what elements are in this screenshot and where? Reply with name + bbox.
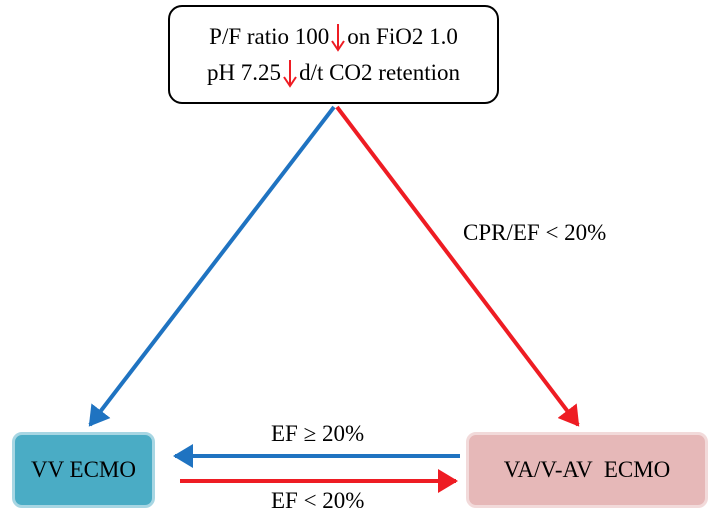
edge-label-ef-ge: EF ≥ 20% xyxy=(271,421,365,446)
vv-ecmo-box: VV ECMO xyxy=(12,432,155,508)
down-arrow-icon xyxy=(331,23,346,52)
criteria-co2-text: d/t CO2 retention xyxy=(299,59,461,85)
criteria-fio2-text: on FiO2 1.0 xyxy=(347,23,458,49)
down-arrow-icon xyxy=(283,59,297,88)
va-ecmo-label: VA/V-AV ECMO xyxy=(503,457,671,482)
arrow-to-va-ecmo xyxy=(335,105,580,427)
va-ecmo-box: VA/V-AV ECMO xyxy=(466,432,708,508)
criteria-ph-text: pH 7.25 xyxy=(206,59,282,85)
edge-label-cpr: CPR/EF < 20% xyxy=(463,220,607,245)
criteria-line-ph: pH 7.25 d/t CO2 retention xyxy=(207,55,460,91)
vv-ecmo-label: VV ECMO xyxy=(30,457,136,482)
arrow-to-vv-ecmo xyxy=(88,105,336,427)
criteria-line-pf: P/F ratio 100 on FiO2 1.0 xyxy=(209,19,458,55)
criteria-pf-text: P/F ratio 100 xyxy=(209,23,330,49)
criteria-box: P/F ratio 100 on FiO2 1.0 pH 7.25 d/t CO… xyxy=(168,5,499,104)
edge-label-ef-lt: EF < 20% xyxy=(271,488,365,513)
